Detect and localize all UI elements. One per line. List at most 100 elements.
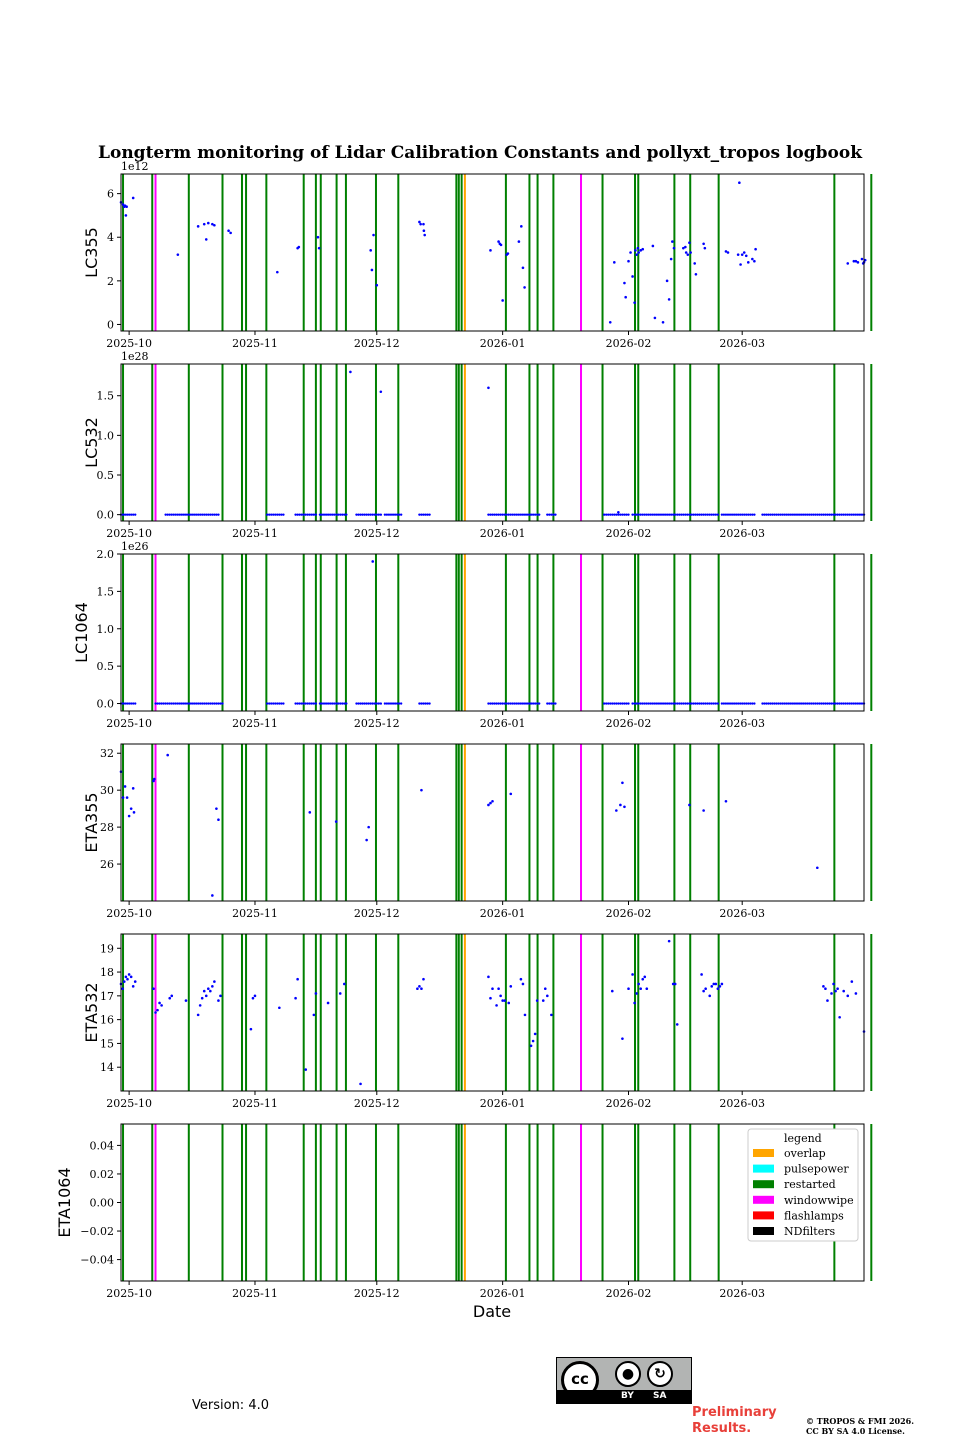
data-point (708, 702, 711, 705)
data-point (519, 513, 523, 516)
data-point (506, 252, 510, 255)
data-point (131, 985, 135, 988)
data-point (341, 702, 344, 705)
x-tick-label: 2025-11 (232, 1097, 278, 1110)
data-point (509, 513, 512, 516)
data-point (391, 513, 395, 516)
data-point (710, 702, 713, 705)
data-point (328, 513, 332, 516)
data-point (637, 982, 640, 986)
y-tick-label: 1.5 (97, 390, 115, 403)
data-point (850, 702, 854, 705)
data-point (777, 513, 780, 516)
data-point (607, 702, 610, 705)
data-point (121, 513, 125, 516)
data-point (204, 994, 208, 998)
data-point (541, 999, 545, 1002)
x-tick-label: 2025-11 (232, 1287, 278, 1300)
data-point (314, 513, 318, 516)
data-point (690, 702, 693, 705)
data-point (631, 702, 634, 705)
data-point (219, 994, 222, 998)
data-point (328, 702, 332, 705)
data-point (501, 513, 504, 516)
data-point (840, 513, 843, 516)
data-point (166, 513, 169, 516)
data-point (377, 513, 381, 516)
data-point (732, 513, 736, 516)
data-point (712, 982, 716, 986)
data-point (349, 370, 352, 374)
data-point (164, 513, 167, 516)
data-point (379, 702, 383, 705)
data-point (604, 702, 608, 705)
data-point (127, 702, 131, 705)
data-point (854, 513, 858, 516)
data-point (491, 799, 494, 803)
data-point (546, 994, 549, 998)
data-point (801, 702, 805, 705)
data-point (499, 513, 502, 516)
data-point (497, 240, 500, 243)
data-point (168, 702, 171, 705)
y-tick-label: 0.0 (97, 698, 115, 711)
data-point (501, 702, 504, 705)
data-point (745, 702, 748, 705)
data-point (649, 702, 653, 705)
data-point (736, 513, 740, 516)
data-point (209, 513, 212, 516)
data-point (702, 702, 705, 705)
data-point (714, 702, 718, 705)
data-point (820, 702, 823, 705)
data-point (671, 240, 674, 243)
data-point (389, 513, 393, 516)
data-point (812, 513, 815, 516)
data-point (330, 513, 334, 516)
data-point (747, 513, 750, 516)
data-point (842, 513, 845, 516)
data-point (294, 996, 297, 1000)
data-point (373, 513, 376, 516)
data-point (639, 987, 642, 991)
data-point (690, 513, 693, 516)
data-point (491, 702, 494, 705)
data-point (767, 513, 770, 516)
data-point (310, 702, 314, 705)
legend-box (747, 1128, 859, 1242)
data-point (209, 989, 212, 993)
data-point (724, 513, 728, 516)
data-point (125, 796, 129, 799)
data-point (296, 977, 299, 981)
data-point (326, 1001, 330, 1005)
data-point (517, 513, 521, 516)
data-point (667, 513, 671, 516)
data-point (198, 1004, 202, 1007)
data-point (170, 702, 173, 705)
data-point (624, 295, 627, 299)
data-point (761, 513, 764, 516)
data-point (704, 513, 707, 516)
data-point (489, 513, 492, 516)
data-point (692, 513, 695, 516)
data-point (738, 181, 741, 185)
data-point (608, 320, 612, 324)
data-point (740, 253, 744, 256)
data-point (124, 214, 128, 217)
data-point (708, 994, 712, 998)
data-point (217, 999, 220, 1002)
data-point (420, 513, 423, 516)
x-tick-label: 2025-11 (232, 907, 278, 920)
data-point (653, 513, 657, 516)
axes-frame (120, 933, 865, 1092)
y-tick-label: 19 (100, 942, 114, 955)
data-point (519, 702, 523, 705)
data-point (205, 513, 208, 516)
y-tick-label: 0.00 (90, 1197, 115, 1210)
data-point (152, 987, 155, 991)
data-point (619, 513, 622, 516)
data-point (203, 513, 206, 516)
data-point (267, 702, 271, 705)
data-point (186, 513, 190, 516)
data-point (198, 702, 202, 705)
